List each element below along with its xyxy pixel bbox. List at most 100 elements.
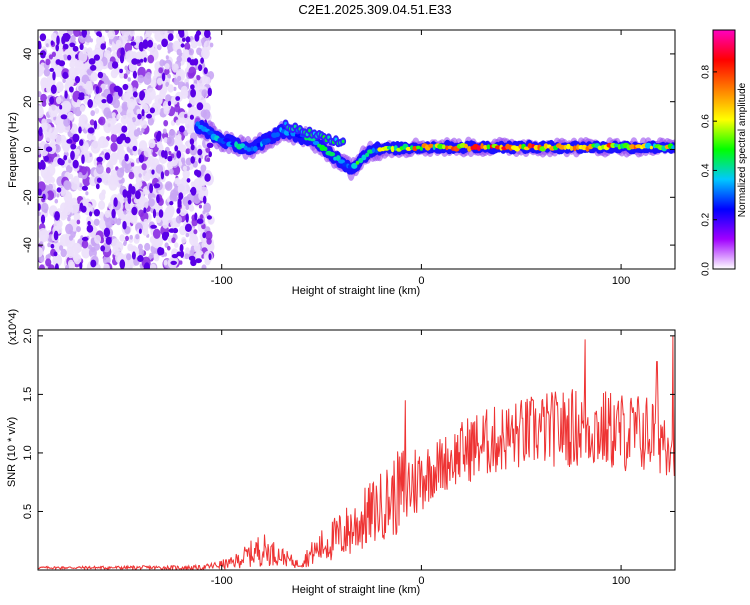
x-tick-label: 100 [612, 575, 630, 587]
heatmap-noise-blob [125, 235, 129, 241]
heatmap-noise-blob [104, 210, 111, 218]
heatmap-noise-blob [103, 227, 111, 238]
heatmap-noise-blob [57, 47, 64, 56]
heatmap-noise-blob [54, 263, 59, 269]
heatmap-noise-blob [70, 34, 76, 43]
snr-panel: -100 0 100 0.5 1.0 1.5 2.0 Height of straight … [6, 309, 676, 596]
heatmap-noise-blob [133, 129, 140, 137]
heatmap-noise-blob [166, 136, 175, 147]
heatmap-noise-blob [167, 73, 171, 79]
heatmap-ridge-core [252, 145, 258, 152]
heatmap-noise-blob [167, 49, 171, 54]
x-tick-label: 0 [418, 275, 424, 287]
heatmap-noise-blob [150, 224, 158, 229]
heatmap-noise-blob [50, 84, 57, 95]
heatmap-noise-blob [94, 234, 102, 244]
y-tick-label: -20 [22, 189, 34, 205]
heatmap-noise-blob [172, 227, 179, 234]
heatmap-noise-blob [40, 214, 46, 224]
heatmap-noise-blob [161, 72, 166, 82]
heatmap-noise-blob [38, 246, 43, 258]
heatmap-noise-blob [105, 167, 111, 174]
heatmap-noise-blob [63, 155, 68, 161]
heatmap-noise-blob [122, 220, 127, 230]
heatmap-noise-blob [173, 86, 177, 91]
heatmap-noise-blob [45, 58, 51, 66]
heatmap-noise-blob [53, 251, 58, 257]
heatmap-noise-blob [189, 114, 194, 120]
heatmap-noise-blob [203, 202, 212, 213]
heatmap-noise-blob [93, 218, 100, 226]
heatmap-noise-blob [107, 80, 111, 85]
heatmap-noise-blob [185, 166, 190, 171]
heatmap-noise-blob [43, 77, 48, 84]
heatmap-noise-blob [155, 133, 161, 142]
heatmap-noise-blob [60, 248, 67, 258]
heatmap-noise-blob [122, 83, 129, 91]
heatmap-noise-blob [53, 230, 59, 241]
heatmap-noise-blob [177, 75, 182, 82]
heatmap-noise-blob [206, 157, 211, 162]
x-tick-label: -100 [211, 275, 233, 287]
heatmap-ridge-core [441, 144, 446, 150]
heatmap-noise-blob [130, 186, 136, 195]
heatmap-noise-blob [139, 90, 145, 101]
heatmap-noise-blob [138, 140, 148, 152]
heatmap-noise-blob [112, 98, 120, 109]
heatmap-noise-blob [39, 229, 49, 242]
heatmap-noise-blob [124, 261, 131, 269]
heatmap-noise-blob [152, 208, 157, 219]
heatmap-noise-blob [83, 62, 90, 70]
heatmap-noise-blob [138, 209, 145, 217]
heatmap-noise-blob [116, 167, 125, 178]
heatmap-noise-blob [70, 177, 80, 191]
heatmap-ridge-core [671, 145, 675, 150]
heatmap-noise-blob [184, 42, 191, 51]
heatmap-noise-blob [165, 94, 172, 103]
heatmap-noise-blob [62, 71, 69, 79]
heatmap-noise-blob [129, 30, 135, 37]
heatmap-noise-blob [124, 199, 134, 212]
heatmap-noise-blob [174, 145, 179, 152]
heatmap-noise-blob [165, 183, 170, 190]
heatmap-noise-blob [38, 203, 41, 211]
heatmap-noise-blob [187, 200, 192, 205]
heatmap-noise-blob [81, 154, 85, 164]
heatmap-noise-blob [201, 89, 208, 97]
heatmap-noise-blob [48, 127, 58, 140]
heatmap-noise-blob [91, 241, 95, 246]
heatmap-noise-blob [43, 171, 53, 184]
heatmap-noise-blob [52, 254, 63, 267]
heatmap-noise-blob [111, 208, 116, 219]
heatmap-noise-blob [115, 218, 122, 226]
heatmap-noise-blob [60, 114, 68, 120]
colorbar: 0.0 0.2 0.4 0.6 0.8 Normalized spectral ampl… [701, 29, 748, 276]
heatmap-ridge-core [246, 147, 252, 152]
heatmap-noise-blob [196, 218, 204, 224]
heatmap-noise-blob [104, 152, 111, 161]
heatmap-noise-blob [90, 64, 97, 71]
heatmap-noise-blob [38, 176, 42, 182]
heatmap-ridge-core [613, 143, 619, 148]
heatmap-noise-blob [76, 226, 81, 233]
heatmap-noise-blob [69, 173, 74, 180]
heatmap-ridge-core [256, 142, 261, 148]
heatmap-noise-blob [195, 258, 202, 264]
heatmap-noise-blob [72, 159, 79, 169]
heatmap-noise-blob [95, 86, 100, 94]
heatmap-noise-blob [168, 151, 172, 156]
heatmap-noise-blob [63, 117, 71, 127]
heatmap-noise-blob [147, 117, 154, 126]
heatmap-noise-blob [138, 154, 145, 163]
heatmap-noise-blob [138, 248, 145, 256]
heatmap-noise-blob [187, 103, 192, 108]
heatmap-noise-blob [81, 30, 87, 38]
heatmap-noise-blob [93, 120, 98, 130]
heatmap-noise-blob [45, 43, 49, 48]
heatmap-noise-blob [65, 223, 74, 235]
colorbar-tick-label: 0.4 [701, 163, 712, 177]
heatmap-noise-blob [79, 262, 83, 269]
heatmap-noise-blob [194, 33, 200, 42]
heatmap-noise-blob [202, 109, 211, 120]
heatmap-noise-blob [86, 216, 92, 223]
